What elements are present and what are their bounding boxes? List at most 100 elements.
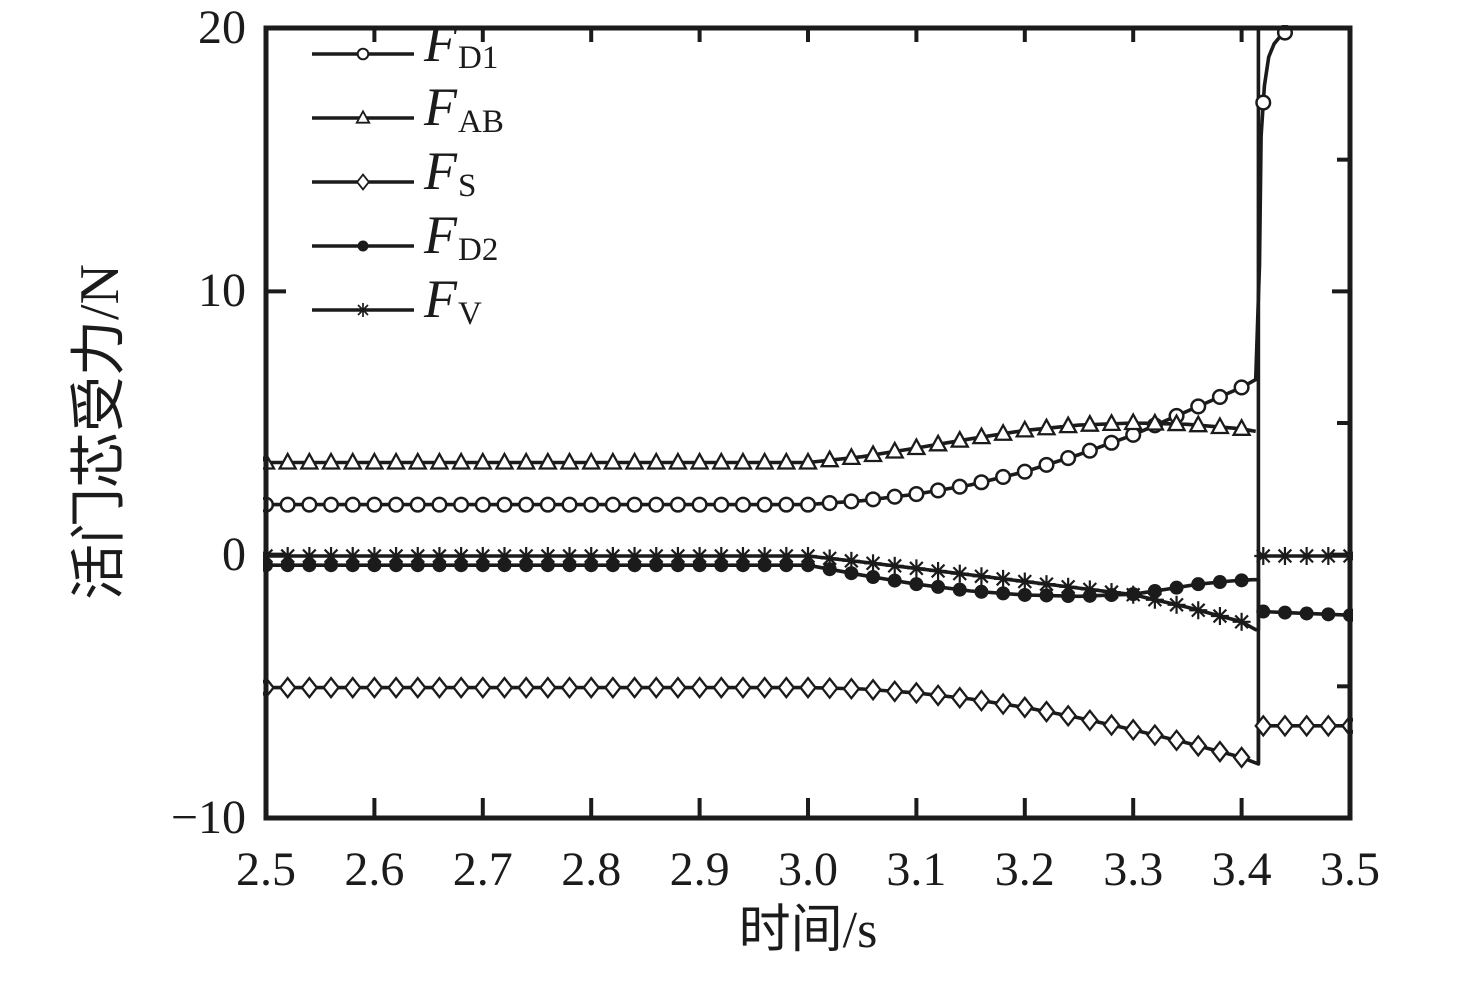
y-tick-label: −10 xyxy=(170,791,246,844)
marker-circle-open xyxy=(821,495,838,512)
marker-triangle-open xyxy=(1079,413,1100,432)
marker-asterisk xyxy=(1169,597,1184,612)
marker-circle-filled xyxy=(931,579,946,594)
x-tick-label: 3.0 xyxy=(778,843,838,896)
marker-triangle-open xyxy=(516,451,537,470)
marker-circle-filled xyxy=(1299,606,1314,621)
marker-triangle-open xyxy=(733,451,753,470)
marker-asterisk xyxy=(584,548,599,564)
marker-diamond-open xyxy=(356,173,370,191)
marker-triangle-open xyxy=(277,451,298,470)
marker-circle-filled xyxy=(302,558,317,573)
marker-asterisk xyxy=(1191,603,1206,618)
marker-diamond-open xyxy=(733,676,752,700)
x-tick-label: 3.1 xyxy=(886,843,947,896)
marker-asterisk xyxy=(670,548,686,564)
marker-diamond-open xyxy=(647,676,666,700)
marker-triangle-open xyxy=(1036,417,1057,436)
marker-circle-filled xyxy=(909,577,924,592)
marker-circle-filled xyxy=(735,558,750,573)
y-tick-label: 0 xyxy=(222,527,246,581)
x-tick-label: 3.2 xyxy=(994,843,1055,896)
marker-circle-filled xyxy=(454,558,469,573)
marker-diamond-open xyxy=(820,676,839,700)
marker-circle-filled xyxy=(280,558,295,573)
marker-triangle-open xyxy=(355,109,371,124)
marker-asterisk xyxy=(475,548,490,564)
marker-triangle-open xyxy=(667,451,688,470)
marker-circle-filled xyxy=(540,558,555,573)
marker-asterisk xyxy=(518,548,534,564)
marker-triangle-open xyxy=(602,451,623,470)
marker-asterisk xyxy=(952,566,967,581)
marker-asterisk xyxy=(974,569,989,584)
marker-diamond-open xyxy=(387,676,406,700)
marker-circle-filled xyxy=(345,558,360,573)
marker-circle-open xyxy=(1255,94,1272,111)
marker-circle-open xyxy=(604,496,621,513)
marker-triangle-open xyxy=(906,437,927,456)
marker-circle-filled xyxy=(357,240,369,252)
marker-circle-filled xyxy=(1061,589,1076,604)
marker-asterisk xyxy=(302,548,317,564)
marker-circle-open xyxy=(843,493,860,510)
marker-triangle-open xyxy=(928,433,949,452)
marker-circle-open xyxy=(951,478,968,495)
marker-asterisk xyxy=(844,553,859,569)
marker-diamond-open xyxy=(690,676,709,700)
marker-diamond-open xyxy=(1124,718,1143,742)
marker-circle-open xyxy=(626,496,643,513)
marker-circle-open xyxy=(648,496,665,513)
legend-swatches xyxy=(312,47,414,318)
marker-asterisk xyxy=(432,548,447,564)
marker-asterisk xyxy=(357,304,369,316)
marker-triangle-open xyxy=(949,429,970,448)
marker-triangle-open xyxy=(321,451,341,470)
marker-asterisk xyxy=(562,548,577,564)
marker-triangle-open xyxy=(581,451,602,470)
marker-diamond-open xyxy=(1102,713,1121,737)
marker-diamond-open xyxy=(582,676,601,700)
marker-asterisk xyxy=(735,548,751,564)
marker-triangle-open xyxy=(407,451,428,470)
marker-circle-open xyxy=(908,486,925,503)
marker-diamond-open xyxy=(603,676,622,700)
marker-circle-open xyxy=(691,496,708,513)
marker-diamond-open xyxy=(300,676,319,700)
marker-asterisk xyxy=(1017,574,1032,589)
marker-circle-open xyxy=(344,496,361,513)
marker-asterisk xyxy=(649,548,664,564)
marker-circle-filled xyxy=(1017,587,1032,602)
marker-circle-filled xyxy=(779,558,794,573)
marker-asterisk xyxy=(1147,592,1163,607)
marker-asterisk xyxy=(930,563,946,579)
marker-diamond-open xyxy=(1080,708,1099,732)
marker-circle-filled xyxy=(1169,580,1184,595)
marker-diamond-open xyxy=(365,676,384,700)
x-tick-label: 2.7 xyxy=(452,843,513,896)
marker-circle-filled xyxy=(801,558,815,573)
marker-diamond-open xyxy=(1059,704,1078,728)
marker-diamond-open xyxy=(929,683,948,707)
marker-circle-open xyxy=(1211,388,1228,405)
marker-circle-filled xyxy=(497,558,512,573)
marker-diamond-open xyxy=(452,676,471,700)
marker-circle-open xyxy=(1233,379,1250,396)
marker-circle-filled xyxy=(1321,607,1336,622)
marker-triangle-open xyxy=(537,451,558,470)
marker-triangle-open xyxy=(494,451,515,470)
marker-diamond-open xyxy=(473,676,492,700)
marker-circle-open xyxy=(864,491,882,508)
marker-circle-filled xyxy=(389,558,404,573)
marker-circle-open xyxy=(453,496,470,513)
marker-circle-filled xyxy=(996,586,1011,601)
marker-triangle-open xyxy=(1014,419,1035,438)
marker-diamond-open xyxy=(322,676,341,700)
marker-asterisk xyxy=(540,548,556,564)
marker-triangle-open xyxy=(1231,417,1252,436)
marker-diamond-open xyxy=(994,692,1013,716)
marker-diamond-open xyxy=(712,676,731,700)
marker-triangle-open xyxy=(711,451,732,470)
